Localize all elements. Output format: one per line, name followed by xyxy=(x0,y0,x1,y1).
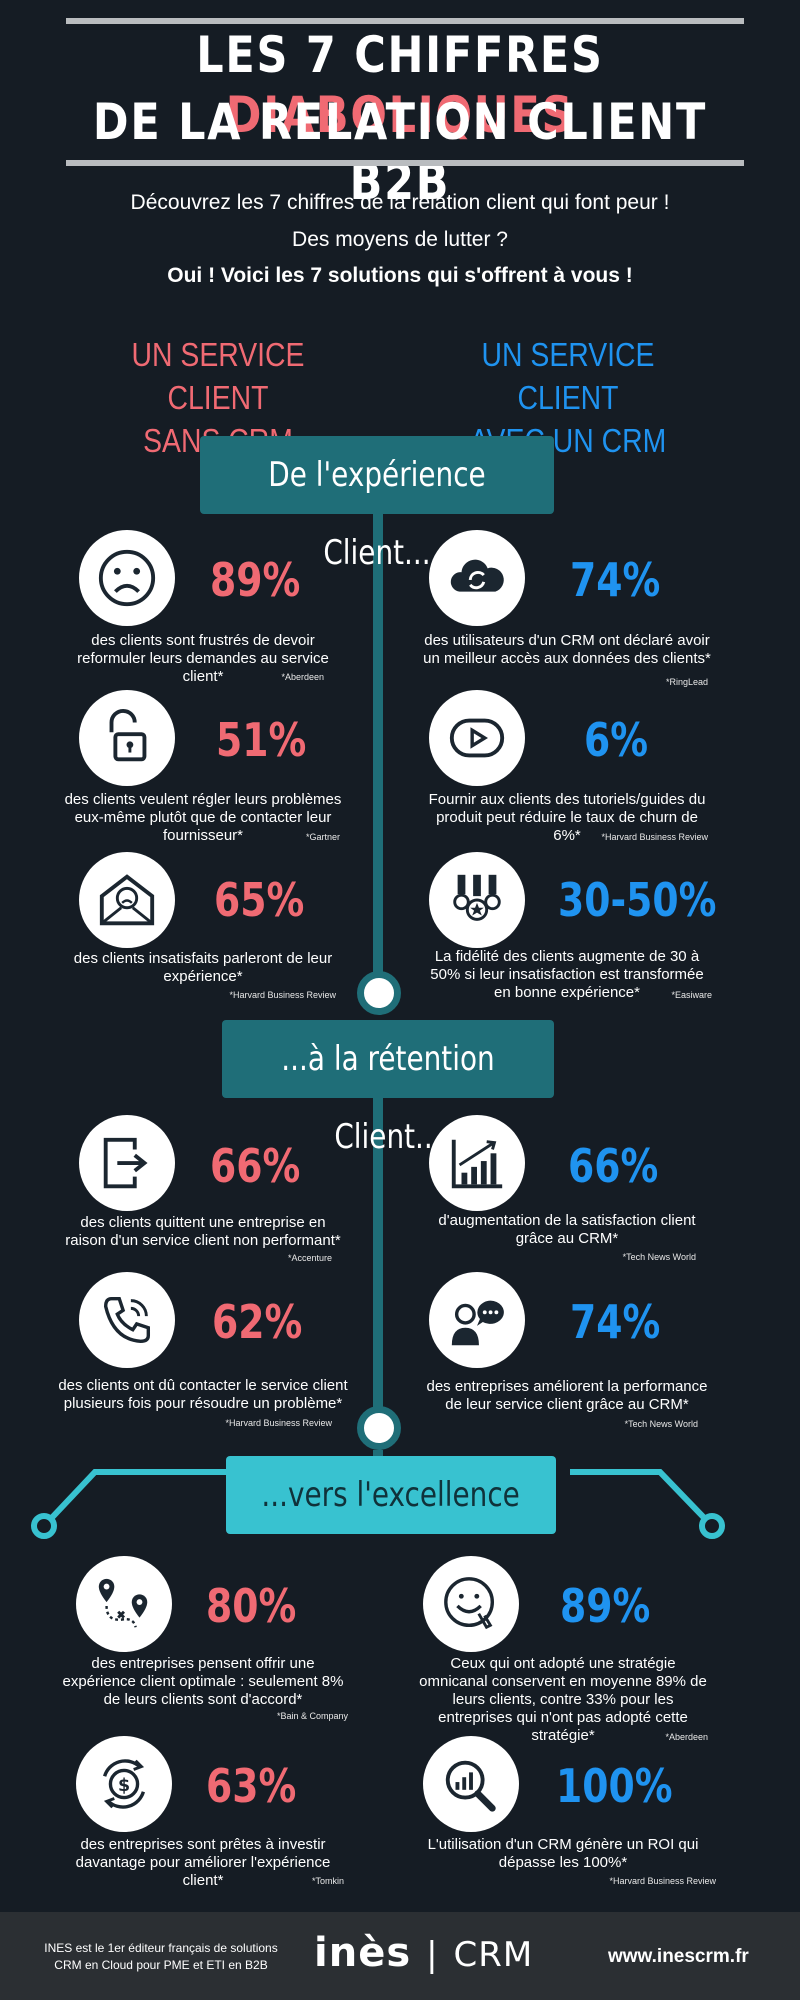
section-banner-retention: ...à la rétention Client... xyxy=(222,1020,554,1157)
stat-value-l1: 89% xyxy=(210,553,301,607)
sad-face-icon xyxy=(79,530,175,626)
phone-call-icon xyxy=(79,1272,175,1368)
logo-separator: | xyxy=(426,1935,439,1975)
title-line1-prefix: LES 7 CHIFFRES xyxy=(196,26,604,84)
stat-source-l6: *Bain & Company xyxy=(276,1711,348,1721)
footer: INES est le 1er éditeur français de solu… xyxy=(0,1912,800,2000)
stat-text-l5: des clients ont dû contacter le service … xyxy=(58,1377,348,1412)
title-bottom-rule xyxy=(66,160,744,166)
section-banner-excellence: ...vers l'excellence xyxy=(226,1456,556,1534)
medals-icon xyxy=(429,852,525,948)
timeline-line-1 xyxy=(373,510,383,982)
column-head-left-line1: UN SERVICE CLIENT xyxy=(131,336,305,416)
excellence-branches xyxy=(31,1469,725,1539)
rising-bar-chart-icon xyxy=(429,1115,525,1211)
footer-about-line2: CRM en Cloud pour PME et ETI en B2B xyxy=(54,1958,268,1972)
timeline-node-1 xyxy=(357,971,401,1015)
stat-source-r3: *Easiware xyxy=(671,990,712,1000)
stat-value-r7: 100% xyxy=(556,1759,673,1813)
stat-source-r1: *RingLead xyxy=(665,677,708,687)
magnifier-chart-icon xyxy=(423,1736,519,1832)
stat-text-l3: des clients insatisfaits parleront de le… xyxy=(73,950,333,985)
stat-value-l3: 65% xyxy=(214,873,305,927)
stat-source-l4: *Accenture xyxy=(287,1253,332,1263)
sad-envelope-icon xyxy=(79,852,175,948)
stat-value-r1: 74% xyxy=(570,553,661,607)
stat-text-l1: des clients sont frustrés de devoir refo… xyxy=(77,632,329,685)
column-head-right-line1: UN SERVICE CLIENT xyxy=(481,336,655,416)
svg-text:$: $ xyxy=(118,1776,130,1796)
logo-ines: inès xyxy=(314,1930,412,1976)
stat-value-l5: 62% xyxy=(212,1295,303,1349)
map-route-icon xyxy=(76,1556,172,1652)
stat-value-r5: 74% xyxy=(570,1295,661,1349)
stat-text-r2: Fournir aux clients des tutoriels/guides… xyxy=(428,791,706,844)
timeline-node-2 xyxy=(357,1406,401,1450)
website-link[interactable]: www.inescrm.fr xyxy=(608,1946,749,1967)
page-title: LES 7 CHIFFRES DIABOLIQUES xyxy=(56,25,744,145)
title-line1-highlight: DIABOLIQUES xyxy=(225,86,575,144)
column-head-with-crm: UN SERVICE CLIENT AVEC UN CRM xyxy=(439,333,697,462)
stat-value-r4: 66% xyxy=(568,1139,659,1193)
stat-value-l4: 66% xyxy=(210,1139,301,1193)
exit-door-icon xyxy=(79,1115,175,1211)
stat-source-l5: *Harvard Business Review xyxy=(225,1418,332,1428)
stat-text-r1: des utilisateurs d'un CRM ont déclaré av… xyxy=(423,632,711,667)
happy-face-icon xyxy=(423,1556,519,1652)
intro-line3: Oui ! Voici les 7 solutions qui s'offren… xyxy=(167,264,633,287)
stat-source-l3: *Harvard Business Review xyxy=(229,990,336,1000)
section-banner-experience: De l'expérience Client... xyxy=(200,436,554,573)
stat-value-l6: 80% xyxy=(206,1579,297,1633)
stat-source-l7: *Tomkin xyxy=(311,1876,344,1886)
stat-value-l7: 63% xyxy=(206,1759,297,1813)
stat-text-r7: L'utilisation d'un CRM génère un ROI qui… xyxy=(427,1836,699,1871)
stat-source-r5: *Tech News World xyxy=(624,1419,698,1429)
stat-text-r6: Ceux qui ont adopté une stratégie omnica… xyxy=(419,1655,707,1744)
stat-value-r2: 6% xyxy=(584,713,649,767)
stat-source-r6: *Aberdeen xyxy=(665,1732,708,1742)
stat-source-l2: *Gartner xyxy=(305,832,340,842)
intro-line1: Découvrez les 7 chiffres de la relation … xyxy=(130,191,670,214)
cloud-sync-icon xyxy=(429,530,525,626)
stat-text-r4: d'augmentation de la satisfaction client… xyxy=(438,1212,696,1247)
logo-crm: CRM xyxy=(453,1935,534,1975)
footer-about: INES est le 1er éditeur français de solu… xyxy=(26,1940,296,1974)
ines-crm-logo[interactable]: inès | CRM xyxy=(314,1930,533,1976)
stat-value-r3: 30-50% xyxy=(558,873,717,927)
stat-text-l6: des entreprises pensent offrir une expér… xyxy=(62,1655,344,1708)
stat-source-r7: *Harvard Business Review xyxy=(609,1876,716,1886)
money-cycle-icon: $ xyxy=(76,1736,172,1832)
stat-source-r4: *Tech News World xyxy=(622,1252,696,1262)
play-button-icon xyxy=(429,690,525,786)
stat-source-r2: *Harvard Business Review xyxy=(601,832,708,842)
footer-about-line1: INES est le 1er éditeur français de solu… xyxy=(44,1941,278,1955)
speech-person-icon xyxy=(429,1272,525,1368)
stat-text-r5: des entreprises améliorent la performanc… xyxy=(426,1378,708,1413)
title-top-rule xyxy=(66,18,744,24)
intro-line2: Des moyens de lutter ? xyxy=(292,228,508,251)
stat-text-r3: La fidélité des clients augmente de 30 à… xyxy=(430,948,704,1001)
timeline-line-2 xyxy=(373,1090,383,1420)
stat-value-l2: 51% xyxy=(216,713,307,767)
open-padlock-icon xyxy=(79,690,175,786)
stat-text-l4: des clients quittent une entreprise en r… xyxy=(65,1214,341,1249)
column-head-without-crm: UN SERVICE CLIENT SANS CRM xyxy=(89,333,347,462)
stat-value-r6: 89% xyxy=(560,1579,651,1633)
stat-text-l2: des clients veulent régler leurs problèm… xyxy=(64,791,342,844)
stat-source-l1: *Aberdeen xyxy=(281,672,324,682)
stat-text-l7: des entreprises sont prêtes à investir d… xyxy=(75,1836,331,1889)
